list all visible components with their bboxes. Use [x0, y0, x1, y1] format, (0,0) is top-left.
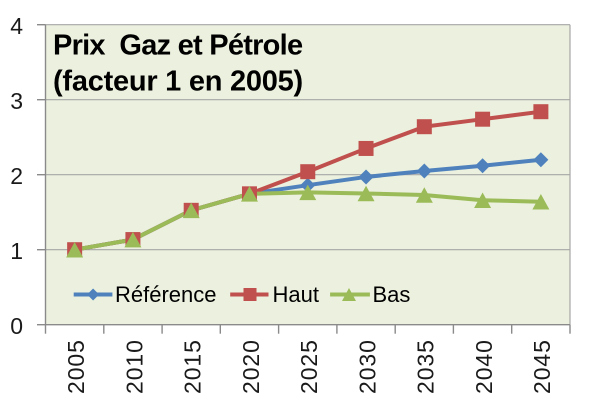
svg-text:2035: 2035: [413, 339, 439, 394]
svg-text:(facteur 1 en 2005): (facteur 1 en 2005): [53, 66, 303, 98]
svg-text:2010: 2010: [121, 339, 147, 394]
svg-text:2020: 2020: [238, 339, 264, 394]
svg-text:2045: 2045: [529, 339, 555, 394]
svg-text:2025: 2025: [296, 339, 322, 394]
svg-text:2005: 2005: [63, 339, 89, 394]
svg-text:Référence: Référence: [115, 282, 217, 307]
svg-text:2030: 2030: [354, 339, 380, 394]
svg-text:Haut: Haut: [273, 282, 319, 307]
svg-text:0: 0: [10, 313, 23, 339]
svg-text:3: 3: [10, 88, 23, 114]
svg-text:Prix Gaz et Pétrole: Prix Gaz et Pétrole: [53, 30, 303, 62]
svg-text:2040: 2040: [471, 339, 497, 394]
svg-text:1: 1: [10, 238, 23, 264]
svg-text:2015: 2015: [180, 339, 206, 394]
svg-text:4: 4: [10, 13, 23, 39]
svg-text:2: 2: [10, 163, 23, 189]
svg-text:Bas: Bas: [373, 282, 411, 307]
